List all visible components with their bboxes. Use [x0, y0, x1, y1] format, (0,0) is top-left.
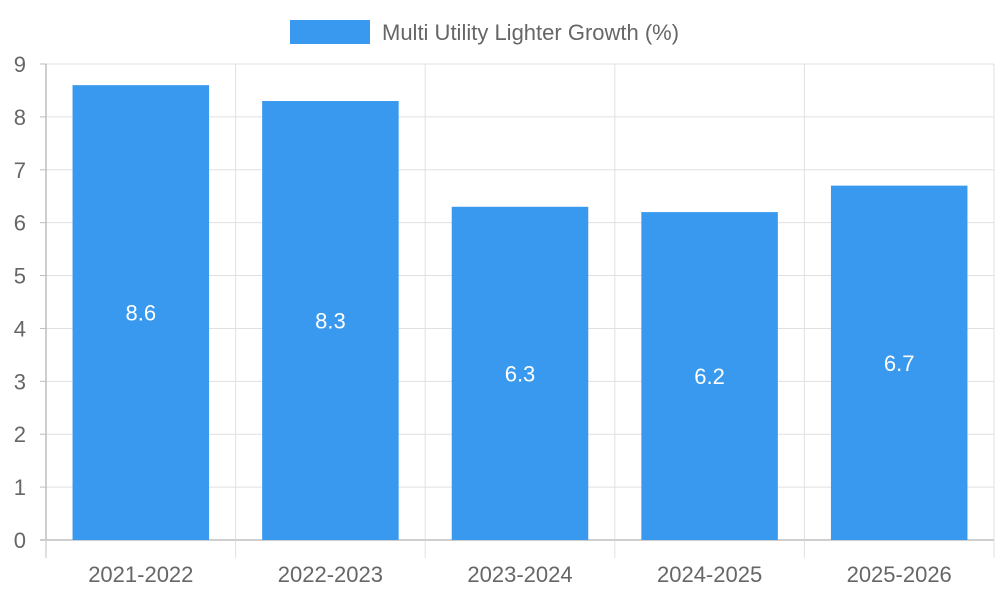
- bar-2021-2022[interactable]: [72, 85, 210, 541]
- data-labels: 8.6 8.3 6.3 6.2 6.7: [126, 301, 915, 389]
- data-label: 8.3: [315, 309, 346, 334]
- y-tick-label: 0: [14, 528, 26, 553]
- x-tick-label: 2022-2023: [278, 562, 383, 587]
- y-tick-label: 4: [14, 316, 26, 341]
- x-tick-label: 2024-2025: [657, 562, 762, 587]
- data-label: 6.3: [505, 361, 536, 386]
- y-tick-label: 8: [14, 105, 26, 130]
- x-tick-label: 2021-2022: [88, 562, 193, 587]
- data-label: 6.7: [884, 351, 915, 376]
- y-tick-label: 5: [14, 264, 26, 289]
- y-tick-label: 1: [14, 475, 26, 500]
- y-tick-label: 3: [14, 369, 26, 394]
- x-tick-label: 2025-2026: [847, 562, 952, 587]
- bar-2022-2023[interactable]: [262, 101, 399, 541]
- legend-swatch[interactable]: [290, 20, 370, 44]
- legend[interactable]: Multi Utility Lighter Growth (%): [290, 20, 679, 45]
- y-axis-ticks: 0 1 2 3 4 5 6 7 8 9: [14, 52, 46, 553]
- bar-2025-2026[interactable]: [830, 185, 968, 540]
- y-tick-label: 6: [14, 211, 26, 236]
- x-tick-label: 2023-2024: [467, 562, 572, 587]
- data-label: 8.6: [126, 301, 157, 326]
- legend-label[interactable]: Multi Utility Lighter Growth (%): [382, 20, 679, 45]
- bar-2023-2024[interactable]: [451, 206, 589, 541]
- y-tick-label: 9: [14, 52, 26, 77]
- bar-series: [72, 85, 968, 541]
- y-tick-label: 2: [14, 422, 26, 447]
- bar-2024-2025[interactable]: [641, 212, 778, 541]
- x-axis-ticks: 2021-2022 2022-2023 2023-2024 2024-2025 2025…: [45, 540, 995, 587]
- y-tick-label: 7: [14, 158, 26, 183]
- data-label: 6.2: [694, 364, 725, 389]
